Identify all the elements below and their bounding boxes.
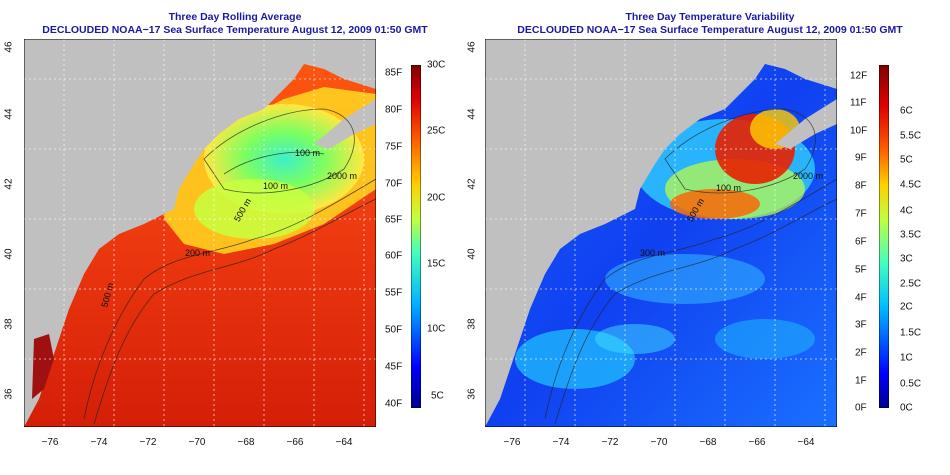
colorbar-c-label: 25C bbox=[427, 125, 446, 137]
colorbar-f-label: 55F bbox=[385, 287, 403, 299]
contour-label: 2000 m bbox=[327, 171, 358, 181]
lon-tick: −66 bbox=[748, 437, 766, 448]
lat-tick: 44 bbox=[3, 108, 15, 120]
contour-label: 100 m bbox=[295, 148, 321, 158]
lon-tick: −76 bbox=[503, 437, 521, 448]
sst-variability-panel: Three Day Temperature Variability DECLOU… bbox=[466, 0, 950, 475]
lat-tick: 44 bbox=[466, 108, 478, 120]
colorbar-f-label: 60F bbox=[385, 250, 403, 262]
right-title: Three Day Temperature Variability bbox=[625, 11, 795, 23]
lon-tick: −70 bbox=[650, 437, 668, 448]
sst-variability-map bbox=[485, 39, 837, 427]
lon-tick: −66 bbox=[286, 437, 304, 448]
colorbar-c-label: 1.5C bbox=[900, 327, 922, 339]
contour-label: 100 m bbox=[716, 183, 742, 193]
contour-label: 300 m bbox=[640, 248, 666, 258]
colorbar-c-label: 15C bbox=[427, 258, 446, 270]
colorbar-f-label: 1F bbox=[855, 375, 867, 387]
contour-label: 2000 m bbox=[793, 171, 824, 181]
lon-tick: −64 bbox=[797, 437, 815, 448]
lat-tick: 38 bbox=[3, 318, 15, 330]
colorbar-c-label: 10C bbox=[427, 323, 446, 335]
colorbar-c-label: 2.5C bbox=[900, 278, 922, 290]
colorbar-f-label: 5F bbox=[855, 264, 867, 276]
lon-tick: −64 bbox=[335, 437, 353, 448]
contour-label: 200 m bbox=[185, 248, 211, 258]
colorbar-f-label: 11F bbox=[850, 97, 867, 109]
colorbar-c-label: 20C bbox=[427, 192, 446, 204]
lat-tick: 46 bbox=[3, 41, 15, 53]
bank-cool bbox=[194, 179, 314, 239]
lon-tick: −72 bbox=[139, 437, 157, 448]
left-title: Three Day Rolling Average bbox=[168, 11, 302, 23]
colorbar-f-label: 10F bbox=[850, 125, 868, 137]
colorbar-c-label: 3.5C bbox=[900, 229, 922, 241]
colorbar-f-label: 85F bbox=[385, 67, 403, 79]
lat-tick: 36 bbox=[466, 388, 478, 400]
colorbar-c-label: 5.5C bbox=[900, 130, 922, 142]
lon-tick: −74 bbox=[552, 437, 570, 448]
lat-tick: 38 bbox=[466, 318, 478, 330]
colorbar-f-label: 8F bbox=[855, 180, 867, 192]
right-subtitle: DECLOUDED NOAA−17 Sea Surface Temperatur… bbox=[517, 24, 903, 36]
lat-tick: 46 bbox=[466, 41, 478, 53]
sst-average-map bbox=[24, 39, 376, 427]
colorbar-c-label: 5C bbox=[900, 154, 913, 166]
lon-tick: −72 bbox=[601, 437, 619, 448]
colorbar-c-label: 30C bbox=[427, 59, 446, 71]
lat-tick: 40 bbox=[466, 248, 478, 260]
sst-average-panel: Three Day Rolling Average DECLOUDED NOAA… bbox=[0, 0, 470, 475]
colorbar-f-label: 2F bbox=[855, 347, 867, 359]
chesapeake bbox=[32, 334, 54, 399]
nova-scotia bbox=[314, 99, 376, 149]
colorbar-f-label: 9F bbox=[855, 152, 867, 164]
lon-tick: −68 bbox=[699, 437, 717, 448]
colorbar-f-label: 4F bbox=[855, 292, 867, 304]
colorbar-f-label: 75F bbox=[385, 141, 403, 153]
colorbar-f-label: 50F bbox=[385, 324, 403, 336]
lon-tick: −70 bbox=[188, 437, 206, 448]
colorbar-c-label: 2C bbox=[900, 301, 913, 313]
colorbar-c-label: 4C bbox=[900, 205, 913, 217]
colorbar-c-label: 3C bbox=[900, 253, 913, 265]
colorbar-f-label: 45F bbox=[385, 361, 403, 373]
lon-tick: −68 bbox=[237, 437, 255, 448]
lat-tick: 42 bbox=[466, 178, 478, 190]
colorbar-c-label: 4.5C bbox=[900, 179, 922, 191]
land bbox=[485, 39, 837, 427]
colorbar-f-label: 65F bbox=[385, 214, 403, 226]
colorbar-c-label: 0C bbox=[900, 402, 913, 414]
lat-tick: 42 bbox=[3, 178, 15, 190]
colorbar-f-label: 7F bbox=[855, 208, 867, 220]
colorbar-c-label: 0.5C bbox=[900, 378, 922, 390]
variability-colorbar bbox=[879, 65, 889, 408]
colorbar-f-label: 80F bbox=[385, 104, 403, 116]
lat-tick: 36 bbox=[3, 388, 15, 400]
colorbar-f-label: 12F bbox=[850, 70, 868, 82]
colorbar-f-label: 6F bbox=[855, 236, 867, 248]
colorbar-c-label: 1C bbox=[900, 352, 913, 364]
contour-label: 100 m bbox=[263, 181, 289, 191]
colorbar-f-label: 3F bbox=[855, 319, 867, 331]
lon-tick: −74 bbox=[90, 437, 108, 448]
colorbar-f-label: 70F bbox=[385, 178, 403, 190]
colorbar-f-label: 40F bbox=[385, 398, 403, 410]
colorbar-f-label: 0F bbox=[855, 402, 867, 414]
sst-colorbar bbox=[411, 65, 421, 408]
land bbox=[24, 39, 376, 427]
colorbar-c-label: 5C bbox=[431, 390, 444, 402]
colorbar-c-label: 6C bbox=[900, 105, 913, 117]
nova-scotia bbox=[775, 99, 837, 149]
left-subtitle: DECLOUDED NOAA−17 Sea Surface Temperatur… bbox=[42, 24, 428, 36]
lat-tick: 40 bbox=[3, 248, 15, 260]
lon-tick: −76 bbox=[41, 437, 59, 448]
